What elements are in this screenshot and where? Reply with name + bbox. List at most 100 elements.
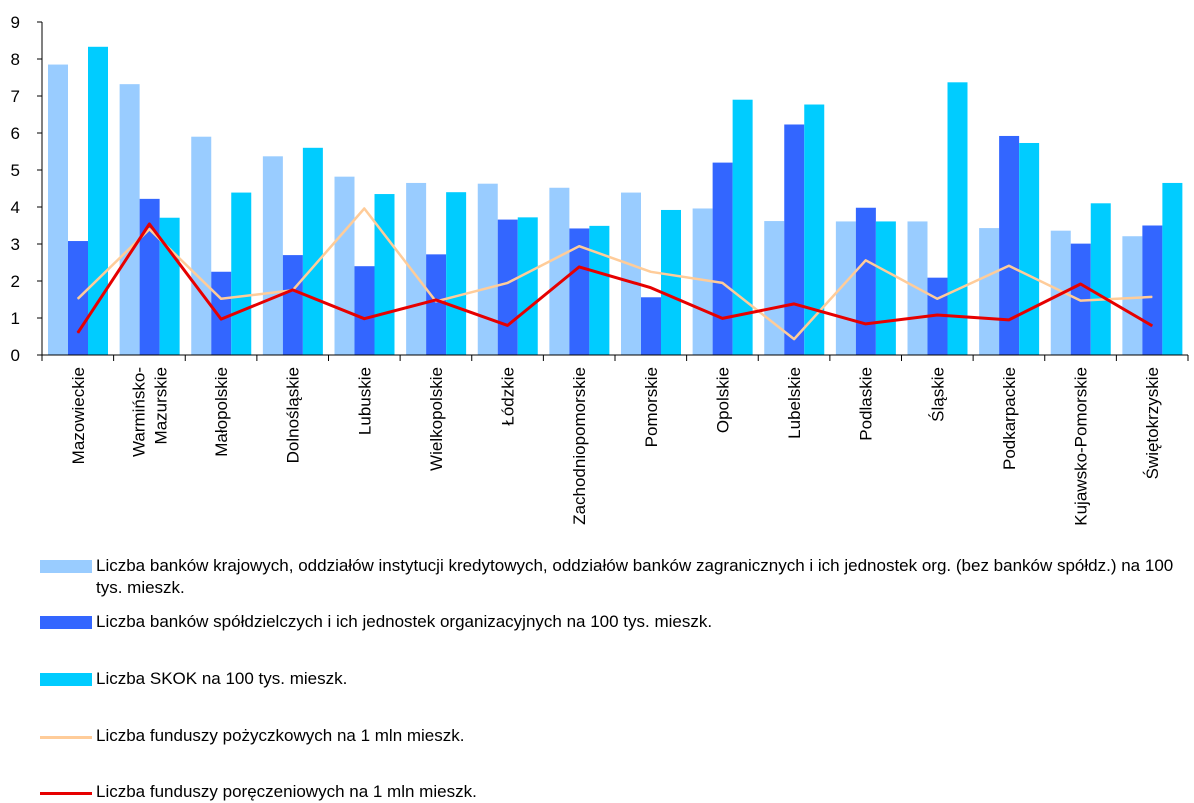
x-tick-label-4: Lubuskie xyxy=(355,367,374,435)
bar-series-2-13 xyxy=(1019,142,1040,355)
legend-line-loan-funds xyxy=(40,736,92,739)
bar-series-1-10 xyxy=(784,124,805,356)
legend-item-loan-funds: Liczba funduszy pożyczkowych na 1 mln mi… xyxy=(40,725,465,747)
bar-series-2-3 xyxy=(302,147,323,355)
y-tick-label-3: 3 xyxy=(11,235,20,254)
line-point-4-14 xyxy=(1080,283,1082,285)
line-point-4-11 xyxy=(865,323,867,325)
line-point-3-14 xyxy=(1080,300,1082,302)
bar-series-0-13 xyxy=(979,228,1000,355)
line-point-4-15 xyxy=(1151,325,1153,327)
legend-label-skok: Liczba SKOK na 100 tys. mieszk. xyxy=(96,669,348,688)
bar-series-2-8 xyxy=(661,209,681,355)
bar-series-0-1 xyxy=(119,84,140,355)
bar-series-2-11 xyxy=(875,221,896,355)
bar-series-1-6 xyxy=(497,219,518,355)
bar-series-0-4 xyxy=(334,176,355,355)
line-point-4-12 xyxy=(936,314,938,316)
bar-series-2-2 xyxy=(231,192,252,355)
bar-series-2-9 xyxy=(732,99,753,355)
bar-series-0-5 xyxy=(406,182,427,355)
line-point-4-0 xyxy=(77,332,79,334)
line-point-4-5 xyxy=(435,299,437,301)
bar-series-1-8 xyxy=(641,297,661,355)
bars-layer xyxy=(48,46,1183,356)
line-point-3-1 xyxy=(148,228,150,230)
bar-series-0-6 xyxy=(477,183,498,355)
legend-swatch-skok xyxy=(40,673,92,686)
y-tick-label-8: 8 xyxy=(11,50,20,69)
bar-series-2-12 xyxy=(947,82,968,355)
x-tick-label-7: Zachodniopomorskie xyxy=(570,367,589,525)
bar-series-1-9 xyxy=(712,162,733,355)
legend-item-skok: Liczba SKOK na 100 tys. mieszk. xyxy=(40,668,347,690)
legend-swatch-coop-banks xyxy=(40,616,92,629)
line-point-4-8 xyxy=(650,287,652,289)
x-tick-label-14: Kujawsko-Pomorskie xyxy=(1072,367,1091,526)
bar-series-2-6 xyxy=(517,217,538,355)
bar-series-2-1 xyxy=(159,217,180,355)
bar-series-2-15 xyxy=(1162,182,1183,355)
y-axis-ticks: 0 1 2 3 4 5 6 7 8 9 xyxy=(11,13,42,365)
x-tick-label-11: Podlaskie xyxy=(857,367,876,441)
x-tick-label-0: Mazowieckie xyxy=(69,367,88,464)
bar-series-2-10 xyxy=(804,104,825,355)
line-point-3-0 xyxy=(77,298,79,300)
y-tick-label-0: 0 xyxy=(11,346,20,365)
legend-line-guarantee-funds xyxy=(40,792,92,795)
line-point-3-9 xyxy=(721,282,723,284)
line-point-4-3 xyxy=(292,289,294,291)
y-tick-label-1: 1 xyxy=(11,309,20,328)
chart: 0 1 2 3 4 5 6 7 8 9 Mazowieckie Warmińsko- Mazurski… xyxy=(11,13,1189,526)
bar-series-1-5 xyxy=(426,254,447,355)
line-point-4-1 xyxy=(148,223,150,225)
x-tick-label-8: Pomorskie xyxy=(642,367,661,447)
x-tick-label-2: Małopolskie xyxy=(212,367,231,457)
line-point-4-4 xyxy=(363,318,365,320)
x-axis-ticks: Mazowieckie Warmińsko- Mazurskie Małopolski… xyxy=(41,355,1189,526)
line-point-4-2 xyxy=(220,318,222,320)
y-tick-label-9: 9 xyxy=(11,13,20,32)
bar-series-0-8 xyxy=(621,192,641,355)
legend-label-banks: Liczba banków krajowych, oddziałów insty… xyxy=(96,556,1174,597)
legend-swatch-banks xyxy=(40,560,92,573)
x-tick-label-3: Dolnośląskie xyxy=(284,367,303,463)
bar-series-1-7 xyxy=(569,228,590,355)
bar-series-0-15 xyxy=(1122,236,1143,355)
bar-series-0-9 xyxy=(692,208,713,355)
line-point-3-12 xyxy=(936,298,938,300)
line-point-4-13 xyxy=(1008,319,1010,321)
legend-label-coop-banks: Liczba banków spółdzielczych i ich jedno… xyxy=(96,612,713,631)
line-point-3-2 xyxy=(220,298,222,300)
x-tick-label-15: Świętokrzyskie xyxy=(1143,367,1162,479)
bar-series-1-1 xyxy=(139,198,160,355)
legend-item-guarantee-funds: Liczba funduszy poręczeniowych na 1 mln … xyxy=(40,781,477,803)
y-tick-label-6: 6 xyxy=(11,124,20,143)
bar-series-0-11 xyxy=(835,221,856,355)
legend-label-guarantee-funds: Liczba funduszy poręczeniowych na 1 mln … xyxy=(96,782,477,801)
line-point-4-6 xyxy=(507,324,509,326)
bar-series-2-14 xyxy=(1090,203,1111,355)
bar-series-0-7 xyxy=(549,187,570,355)
bar-series-0-2 xyxy=(191,136,212,355)
bar-series-2-0 xyxy=(88,46,108,355)
x-tick-label-10: Lubelskie xyxy=(785,367,804,439)
line-point-3-10 xyxy=(793,338,795,340)
bar-series-2-4 xyxy=(374,194,395,355)
line-point-3-13 xyxy=(1008,265,1010,267)
bar-series-1-3 xyxy=(282,255,303,355)
bar-series-2-5 xyxy=(446,192,467,355)
line-point-3-4 xyxy=(363,207,365,209)
legend-item-coop-banks: Liczba banków spółdzielczych i ich jedno… xyxy=(40,611,712,633)
lines-layer xyxy=(76,207,1153,341)
x-tick-label-1: Warmińsko- Mazurskie xyxy=(129,367,170,457)
line-point-3-8 xyxy=(650,271,652,273)
x-tick-label-6: Łódzkie xyxy=(499,367,518,426)
x-tick-label-5: Wielkopolskie xyxy=(427,367,446,471)
y-tick-label-7: 7 xyxy=(11,87,20,106)
bar-series-1-11 xyxy=(855,207,876,355)
y-tick-label-2: 2 xyxy=(11,272,20,291)
bar-series-0-10 xyxy=(764,221,785,355)
bar-series-1-13 xyxy=(999,135,1020,355)
y-tick-label-4: 4 xyxy=(11,198,20,217)
